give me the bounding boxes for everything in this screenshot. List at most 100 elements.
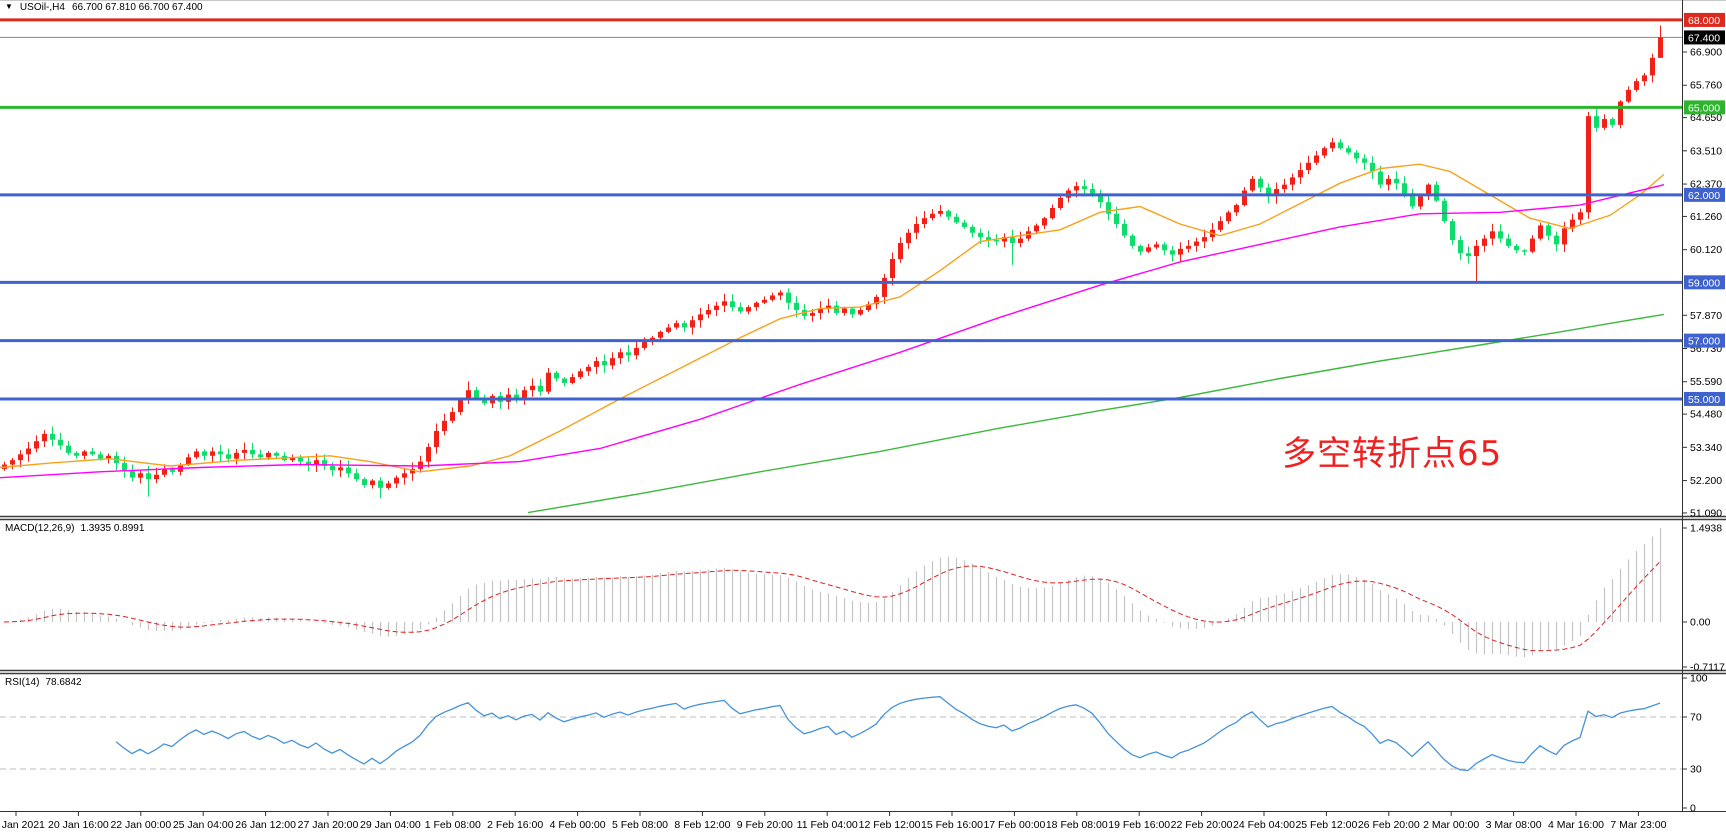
symbol-timeframe-label: USOil-,H4 (19, 2, 65, 13)
candle-body (418, 461, 423, 469)
candle-body (914, 224, 919, 233)
axis-badge-label: 65.000 (1688, 102, 1720, 114)
candle-body (906, 232, 911, 243)
time-tick-label[interactable]: 4 Mar 16:00 (1548, 819, 1604, 831)
candle-body (34, 441, 39, 449)
time-tick-label[interactable]: 29 Jan 04:00 (360, 819, 421, 831)
price-tick-label: 54.480 (1690, 409, 1722, 421)
macd-signal-line (3, 561, 1661, 652)
candle-body (1298, 170, 1303, 178)
time-tick-label[interactable]: 24 Feb 04:00 (1233, 819, 1295, 831)
candle-body (1018, 238, 1023, 243)
candle-body (826, 305, 831, 309)
time-tick-label[interactable]: 7 Mar 23:00 (1610, 819, 1666, 831)
candle-body (874, 296, 879, 305)
time-tick-label[interactable]: 8 Feb 12:00 (674, 819, 730, 831)
macd-name: MACD(12,26,9) (5, 523, 75, 534)
candle-body (1114, 213, 1119, 225)
time-tick-label[interactable]: 20 Jan 16:00 (48, 819, 109, 831)
candle-body (338, 467, 343, 471)
candle-body (954, 216, 959, 223)
price-tick-label: 55.590 (1690, 376, 1722, 388)
candle-body (266, 452, 271, 458)
candle-body (146, 473, 151, 480)
candle-body (474, 390, 479, 398)
candle-body (1466, 253, 1471, 257)
price-lines (0, 18, 1682, 401)
axis-badge-62.000 (1684, 187, 1725, 202)
time-tick-label[interactable]: 11 Feb 04:00 (797, 819, 858, 831)
candle-body (258, 454, 263, 458)
candle-body (1386, 178, 1391, 185)
candle-body (154, 474, 159, 480)
time-tick-label[interactable]: 19 Feb 16:00 (1108, 819, 1170, 831)
candle-body (1274, 189, 1279, 197)
time-tick-label[interactable]: 3 Mar 08:00 (1486, 819, 1542, 831)
candle-body (1586, 116, 1591, 213)
time-tick-label[interactable]: 22 Feb 20:00 (1171, 819, 1233, 831)
candle-body (98, 454, 103, 459)
rsi-scale-label: 70 (1690, 712, 1702, 724)
price-tick-label: 53.340 (1690, 442, 1722, 454)
candle-body (1002, 237, 1007, 242)
time-tick-label[interactable]: 2 Mar 00:00 (1423, 819, 1479, 831)
rsi-indicator-label: RSI(14) 78.6842 (5, 677, 82, 689)
candle-body (162, 468, 167, 475)
time-tick-label[interactable]: 26 Jan 12:00 (235, 819, 296, 831)
candle-body (1266, 187, 1271, 197)
time-tick-label[interactable]: 1 Feb 08:00 (425, 819, 481, 831)
candle-body (194, 451, 199, 458)
time-tick-label[interactable]: 25 Feb 12:00 (1295, 819, 1357, 831)
time-tick-label[interactable]: 22 Jan 00:00 (110, 819, 171, 831)
macd-scale-label: 1.4938 (1690, 523, 1722, 535)
candle-body (1594, 116, 1599, 128)
candle-body (26, 448, 31, 455)
candle-body (1226, 212, 1231, 222)
axis-badge-68.000 (1684, 12, 1725, 27)
time-tick-label[interactable]: 2 Feb 16:00 (487, 819, 543, 831)
candle-body (1010, 237, 1015, 243)
candle-body (1410, 193, 1415, 207)
time-tick-label[interactable]: 15 Feb 16:00 (921, 819, 983, 831)
candle-body (1218, 221, 1223, 230)
rsi-line (115, 696, 1661, 772)
candle-body (1378, 171, 1383, 185)
candle-body (866, 304, 871, 311)
time-tick-label[interactable]: 25 Jan 04:00 (173, 819, 234, 831)
price-tick-label: 64.650 (1690, 112, 1722, 124)
macd-scale-label: 0.00 (1690, 617, 1711, 629)
time-tick-label[interactable]: 12 Feb 12:00 (859, 819, 921, 831)
time-tick-label[interactable]: 5 Feb 08:00 (612, 819, 668, 831)
time-tick-label[interactable]: 4 Feb 00:00 (550, 819, 606, 831)
candle-body (1154, 244, 1159, 248)
candle-body (1458, 240, 1463, 254)
candle-body (234, 452, 239, 459)
candle-body (1650, 57, 1655, 76)
time-tick-label[interactable]: 9 Feb 20:00 (737, 819, 793, 831)
candle-body (522, 390, 527, 399)
candle-body (1578, 212, 1583, 220)
candle-body (1058, 197, 1063, 208)
axis-badge-57.000 (1684, 333, 1725, 348)
time-tick-label[interactable]: 27 Jan 20:00 (298, 819, 359, 831)
candle-body (82, 451, 87, 456)
candle-body (58, 439, 63, 446)
time-tick-label[interactable]: 19 Jan 2021 (0, 819, 45, 831)
pane-borders (0, 0, 1726, 812)
candle-body (578, 371, 583, 378)
time-tick-label[interactable]: 26 Feb 20:00 (1358, 819, 1420, 831)
candle-body (514, 394, 519, 399)
time-tick-label[interactable]: 18 Feb 08:00 (1046, 819, 1108, 831)
candle-body (410, 468, 415, 474)
symbol-dropdown-icon[interactable]: ▼ (5, 2, 13, 11)
candle-body (74, 452, 79, 456)
price-tick-label: 63.510 (1690, 145, 1722, 157)
annotation-text[interactable]: 多空转折点65 (1282, 434, 1503, 474)
candle-body (66, 445, 71, 453)
candle-body (562, 378, 567, 383)
candle-body (1562, 228, 1567, 245)
macd-values: 1.3935 0.8991 (80, 523, 145, 534)
candle-body (122, 463, 127, 471)
time-tick-label[interactable]: 17 Feb 00:00 (983, 819, 1045, 831)
